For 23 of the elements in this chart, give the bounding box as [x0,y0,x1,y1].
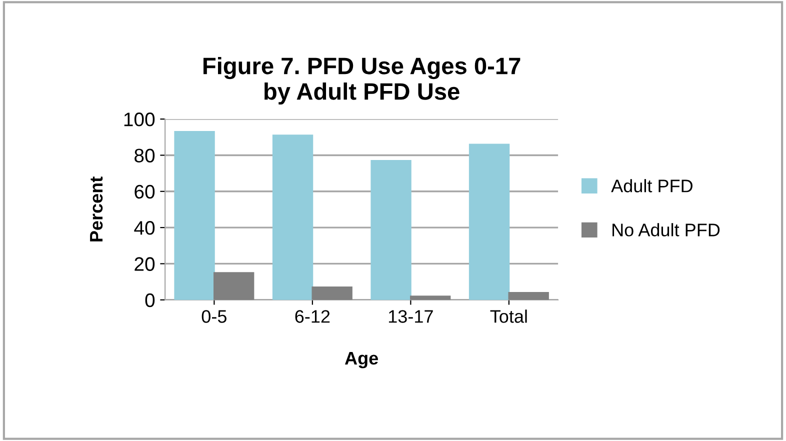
y-axis-title: Percent [90,176,103,242]
bar [370,160,412,300]
y-tick-label: 80 [134,148,155,162]
y-tick-label: 0 [145,293,155,308]
chart-title: Figure 7. PFD Use Ages 0-17 by Adult PFD Use [204,56,520,105]
bar [508,292,549,300]
y-tick-label: 40 [134,221,155,235]
bar [312,286,352,300]
bar [272,134,314,300]
x-tick-label: 6-12 [295,310,330,323]
x-axis-title: Age [344,352,378,368]
bar [213,272,254,300]
x-tick-label: Total [490,310,527,323]
bar [174,131,215,300]
bar [468,144,510,300]
legend-label: No Adult PFD [612,223,720,236]
x-tick-label: 13-17 [388,310,433,323]
x-tick-label: 0-5 [202,310,226,323]
y-tick-label: 100 [124,112,155,126]
bar [410,296,451,300]
y-tick-label: 20 [134,257,155,271]
y-tick-label: 60 [134,184,155,199]
legend-label: Adult PFD [611,179,692,192]
